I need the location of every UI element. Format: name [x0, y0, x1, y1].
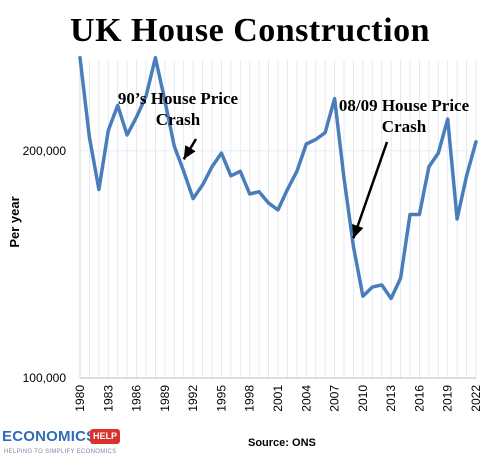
annotation-text: 08/09 House Price	[339, 96, 470, 115]
annotation-text: Crash	[156, 110, 201, 129]
series-group	[78, 55, 478, 301]
y-tick-label: 200,000	[23, 144, 67, 158]
economics-help-logo: ECONOMICS HELP HELPING TO SIMPLIFY ECONO…	[2, 428, 122, 466]
x-tick-label: 2016	[412, 385, 426, 412]
logo-wordmark: ECONOMICS	[2, 428, 97, 445]
annotation-arrowhead	[352, 224, 364, 239]
x-tick-label: 1998	[243, 385, 257, 412]
annotations: 90’s House Price Crash 08/09 House Price Cr…	[118, 89, 470, 239]
x-tick-label: 1995	[214, 385, 228, 412]
x-tick-label: 2004	[299, 385, 313, 412]
x-tick-label: 1986	[130, 385, 144, 412]
x-tick-label: 2007	[328, 385, 342, 412]
y-tick-label: 100,000	[23, 371, 67, 385]
y-tick-labels: 100,000 200,000	[23, 144, 67, 385]
grid-lines	[80, 60, 477, 378]
x-tick-label: 2022	[469, 385, 483, 412]
y-axis-label: Per year	[7, 196, 22, 247]
source-note: Source: ONS	[248, 437, 316, 449]
chart-title: UK House Construction	[70, 12, 430, 49]
annotation-arrow	[352, 141, 389, 239]
x-tick-label: 2010	[356, 385, 370, 412]
series-line	[78, 55, 478, 301]
x-tick-label: 2001	[271, 385, 285, 412]
x-tick-label: 1989	[158, 385, 172, 412]
logo-help-badge: HELP	[90, 429, 120, 444]
annotation-text: Crash	[382, 117, 427, 136]
x-tick-label: 1983	[101, 385, 115, 412]
x-tick-label: 2013	[384, 385, 398, 412]
x-tick-labels: 1980 1983 1986 1989 1992 1995 1998 2001 2004 2007…	[73, 385, 483, 412]
x-tick-label: 1992	[186, 385, 200, 412]
x-tick-label: 2019	[441, 385, 455, 412]
annotation-text: 90’s House Price	[118, 89, 239, 108]
logo-tagline: HELPING TO SIMPLIFY ECONOMICS	[4, 449, 117, 455]
axes	[79, 60, 476, 379]
x-tick-label: 1980	[73, 385, 87, 412]
annotation-arrowhead	[183, 145, 196, 160]
